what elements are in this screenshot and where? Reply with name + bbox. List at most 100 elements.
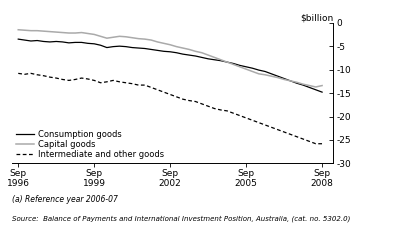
Consumption goods [282,77,287,80]
Capital goods [250,70,255,73]
Intermediate and other goods [41,74,46,77]
Capital goods [16,28,21,31]
Capital goods [79,31,84,34]
Consumption goods [16,38,21,40]
Intermediate and other goods [263,124,268,126]
Capital goods [73,32,77,34]
Intermediate and other goods [79,77,84,79]
Intermediate and other goods [85,78,90,80]
Consumption goods [313,89,318,91]
Intermediate and other goods [288,133,293,136]
Intermediate and other goods [225,110,229,112]
Consumption goods [60,41,65,43]
Intermediate and other goods [123,81,128,84]
Capital goods [98,35,103,38]
Capital goods [181,47,185,49]
Consumption goods [98,44,103,47]
Intermediate and other goods [244,117,249,119]
Capital goods [41,30,46,32]
Consumption goods [22,39,27,41]
Intermediate and other goods [48,76,52,79]
Intermediate and other goods [22,73,27,76]
Capital goods [212,56,217,59]
Intermediate and other goods [104,80,109,83]
Capital goods [231,63,236,66]
Capital goods [143,38,147,40]
Intermediate and other goods [111,79,116,82]
Consumption goods [155,49,160,52]
Capital goods [295,81,299,84]
Intermediate and other goods [60,78,65,81]
Consumption goods [206,57,210,60]
Intermediate and other goods [54,77,59,79]
Capital goods [320,84,324,87]
Capital goods [269,75,274,78]
Capital goods [225,61,229,64]
Intermediate and other goods [73,78,77,81]
Capital goods [168,43,173,46]
Intermediate and other goods [174,96,179,98]
Capital goods [130,36,135,39]
Capital goods [256,72,261,75]
Intermediate and other goods [181,98,185,101]
Capital goods [35,29,40,32]
Line: Capital goods: Capital goods [18,30,322,87]
Capital goods [104,37,109,39]
Consumption goods [218,59,223,62]
Intermediate and other goods [250,119,255,122]
Consumption goods [67,42,71,44]
Intermediate and other goods [117,80,122,83]
Intermediate and other goods [187,99,191,102]
Capital goods [22,29,27,32]
Capital goods [48,30,52,33]
Intermediate and other goods [29,72,33,75]
Consumption goods [79,41,84,44]
Consumption goods [250,67,255,69]
Consumption goods [85,42,90,45]
Intermediate and other goods [218,109,223,111]
Consumption goods [269,72,274,75]
Line: Consumption goods: Consumption goods [18,39,322,92]
Consumption goods [231,62,236,65]
Capital goods [111,36,116,39]
Text: $billion: $billion [300,14,333,23]
Consumption goods [48,41,52,43]
Consumption goods [256,69,261,72]
Intermediate and other goods [130,82,135,85]
Intermediate and other goods [16,72,21,75]
Capital goods [307,84,312,87]
Consumption goods [111,45,116,48]
Consumption goods [117,45,122,47]
Intermediate and other goods [155,89,160,91]
Capital goods [149,39,154,41]
Consumption goods [212,58,217,61]
Capital goods [54,31,59,33]
Consumption goods [295,82,299,85]
Capital goods [263,73,268,76]
Capital goods [117,35,122,38]
Capital goods [276,76,280,79]
Consumption goods [123,45,128,48]
Intermediate and other goods [295,135,299,138]
Intermediate and other goods [276,128,280,131]
Consumption goods [276,75,280,78]
Consumption goods [168,50,173,53]
Capital goods [244,68,249,71]
Consumption goods [130,46,135,49]
Intermediate and other goods [269,126,274,129]
Consumption goods [320,91,324,94]
Consumption goods [143,47,147,50]
Intermediate and other goods [231,112,236,115]
Capital goods [301,83,305,86]
Capital goods [199,51,204,54]
Intermediate and other goods [199,103,204,105]
Capital goods [67,32,71,34]
Capital goods [288,79,293,82]
Intermediate and other goods [143,84,147,86]
Intermediate and other goods [212,107,217,110]
Legend: Consumption goods, Capital goods, Intermediate and other goods: Consumption goods, Capital goods, Interm… [16,130,164,159]
Intermediate and other goods [92,79,96,82]
Intermediate and other goods [301,138,305,141]
Consumption goods [225,61,229,64]
Consumption goods [54,40,59,43]
